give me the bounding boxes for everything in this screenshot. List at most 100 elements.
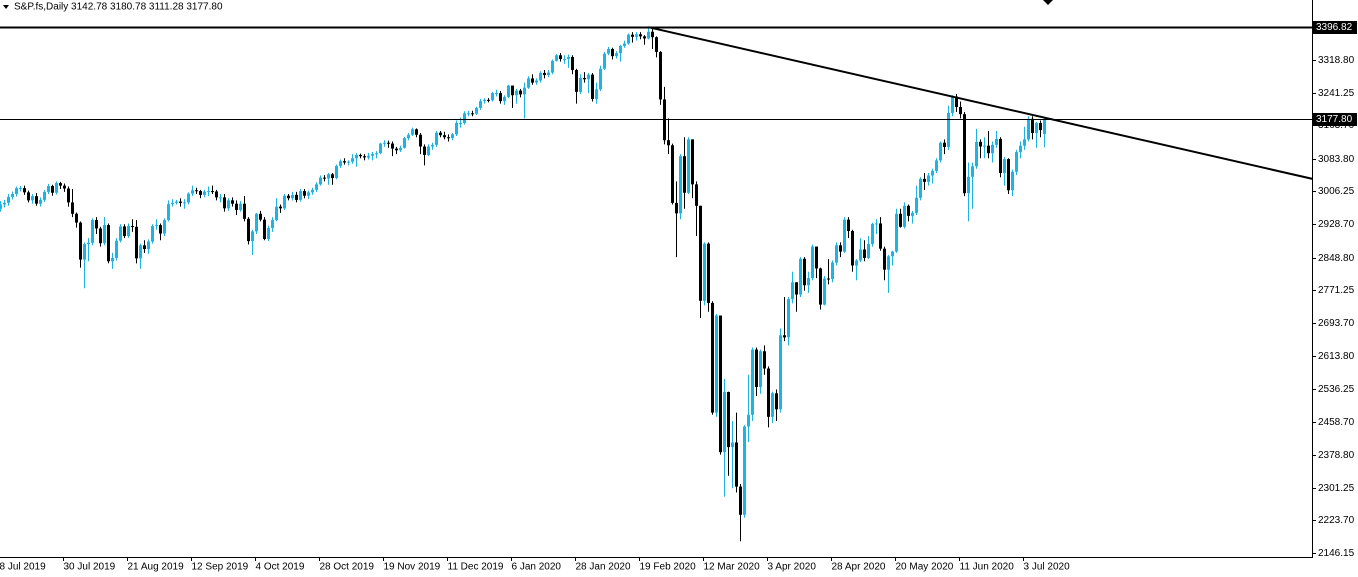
candle-body xyxy=(411,129,414,135)
candle-body xyxy=(135,226,138,259)
candle-body xyxy=(635,34,638,37)
candle-body xyxy=(219,197,222,199)
candle-body xyxy=(231,200,234,204)
candle-body xyxy=(783,335,786,338)
candle-body xyxy=(323,177,326,179)
candle-body xyxy=(355,154,358,159)
candle-body xyxy=(211,191,214,193)
candle-body xyxy=(547,72,550,76)
candle-body xyxy=(523,87,526,95)
level-price-label: 3396.82 xyxy=(1316,22,1353,33)
candle-body xyxy=(951,96,954,113)
candle-body xyxy=(447,137,450,139)
candle-body xyxy=(647,31,650,39)
candle-body xyxy=(183,202,186,204)
x-tick-label: 3 Jul 2020 xyxy=(1024,562,1071,573)
candle-body xyxy=(907,205,910,216)
candle-body xyxy=(955,96,958,107)
candle-body xyxy=(531,78,534,83)
candle-body xyxy=(643,36,646,39)
candle-body xyxy=(363,156,366,158)
candle-body xyxy=(855,260,858,266)
candle-body xyxy=(599,68,602,90)
y-tick-label: 2613.80 xyxy=(1318,351,1355,362)
candle-body xyxy=(611,48,614,57)
candle-body xyxy=(771,393,774,417)
candle-body xyxy=(215,191,218,198)
candle-body xyxy=(155,225,158,227)
candle-body xyxy=(123,226,126,237)
candle-body xyxy=(575,69,578,92)
candle-body xyxy=(319,177,322,185)
candle-body xyxy=(695,184,698,206)
y-tick-label: 3241.25 xyxy=(1318,88,1355,99)
candle-body xyxy=(459,122,462,124)
candle-body xyxy=(967,176,970,194)
x-tick-label: 12 Mar 2020 xyxy=(704,562,761,573)
candle-body xyxy=(703,243,706,301)
candle-body xyxy=(915,197,918,213)
candle-body xyxy=(471,113,474,115)
candle-body xyxy=(619,46,622,54)
candle-body xyxy=(203,191,206,195)
candle-body xyxy=(399,147,402,151)
candle-body xyxy=(487,99,490,101)
candle-body xyxy=(83,244,86,260)
candle-body xyxy=(871,223,874,245)
candle-body xyxy=(111,257,114,262)
candle-body xyxy=(227,200,230,209)
candle-body xyxy=(1003,159,1006,173)
y-tick-label: 2146.15 xyxy=(1318,548,1355,559)
candle-body xyxy=(291,194,294,199)
candle-body xyxy=(607,48,610,54)
candle-body xyxy=(895,213,898,252)
candle-body xyxy=(943,142,946,147)
candle-body xyxy=(651,31,654,38)
shift-marker[interactable] xyxy=(1043,0,1053,5)
candle-body xyxy=(263,219,266,240)
candle-body xyxy=(1031,118,1034,134)
candle-body xyxy=(631,34,634,37)
header-arrow[interactable] xyxy=(3,5,9,9)
candle-body xyxy=(719,315,722,453)
candle-body xyxy=(675,202,678,214)
candle-body xyxy=(679,156,682,214)
candle-body xyxy=(947,112,950,147)
candle-body xyxy=(627,34,630,44)
candle-body xyxy=(1035,122,1038,134)
candle-body xyxy=(167,204,170,221)
candle-body xyxy=(903,205,906,227)
candle-body xyxy=(927,175,930,182)
candle-body xyxy=(587,74,590,80)
candle-body xyxy=(87,242,90,245)
candle-body xyxy=(475,107,478,114)
candle-body xyxy=(507,85,510,97)
candle-body xyxy=(779,335,782,410)
x-tick-label: 11 Jun 2020 xyxy=(960,562,1015,573)
candle-body xyxy=(63,185,66,189)
candle-body xyxy=(715,315,718,413)
candle-body xyxy=(387,142,390,144)
candle-body xyxy=(503,96,506,102)
x-tick-label: 19 Nov 2019 xyxy=(384,562,441,573)
candle-body xyxy=(1019,145,1022,152)
candle-body xyxy=(691,139,694,185)
candle-body xyxy=(119,226,122,241)
candle-body xyxy=(179,201,182,203)
candle-body xyxy=(187,193,190,203)
candle-body xyxy=(831,262,834,279)
candle-body xyxy=(807,278,810,286)
candle-body xyxy=(31,196,34,201)
candle-body xyxy=(727,392,730,448)
candle-body xyxy=(659,51,662,100)
level-price-box xyxy=(1313,113,1357,126)
candle-body xyxy=(811,246,814,279)
candle-body xyxy=(935,160,938,171)
candle-body xyxy=(55,183,58,193)
candle-body xyxy=(495,93,498,95)
level-price-box xyxy=(1313,21,1357,34)
candle-body xyxy=(271,220,274,229)
candle-body xyxy=(875,223,878,225)
candle-body xyxy=(795,282,798,295)
